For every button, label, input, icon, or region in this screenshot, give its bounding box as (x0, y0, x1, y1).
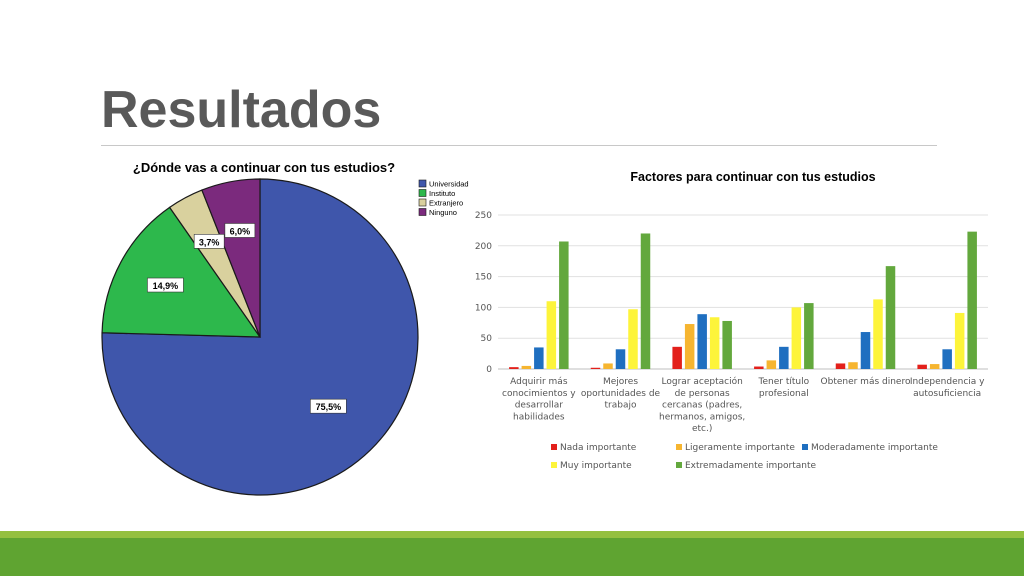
bar-extremadamente-importante (640, 233, 651, 369)
category-label: Independencia y autosuficiencia (910, 377, 985, 399)
svg-text:Universidad: Universidad (429, 180, 469, 189)
bar-bars-group (509, 231, 977, 369)
bar-ligeramente-importante (929, 364, 940, 369)
pie-data-label: 14,9% (147, 277, 184, 293)
pie-slices-group (101, 178, 419, 496)
y-tick-label: 200 (475, 242, 492, 252)
bar-ligeramente-importante (848, 362, 858, 369)
bar-muy-importante (954, 312, 965, 369)
bar-y-tick-labels: 0 50 100 150 200 250 (475, 211, 492, 375)
svg-text:Ligeramente importante: Ligeramente importante (685, 443, 795, 453)
y-tick-label: 100 (475, 303, 492, 313)
pie-slice-instituto (101, 206, 262, 338)
bar-ligeramente-importante (684, 324, 695, 369)
pie-chart-title: ¿Dónde vas a continuar con tus estudios? (133, 160, 395, 175)
title-divider (101, 145, 937, 146)
bar-moderadamente-importante (779, 346, 789, 369)
bar-chart-title: Factores para continuar con tus estudios (630, 170, 875, 184)
bar-extremadamente-importante (559, 241, 569, 369)
svg-text:Extremadamente importante: Extremadamente importante (685, 461, 816, 471)
pie-slice-ninguno (201, 178, 261, 338)
bar-muy-importante (709, 317, 720, 369)
bar-extremadamente-importante (804, 303, 814, 369)
svg-text:6,0%: 6,0% (230, 226, 251, 236)
category-label: Lograr aceptación de personas cercanas (pa… (659, 376, 745, 434)
y-tick-label: 150 (475, 273, 492, 283)
slide-title: Resultados (101, 81, 382, 139)
bar-ligeramente-importante (521, 365, 532, 369)
bar-nada-importante (509, 367, 519, 369)
pie-data-label: 3,7% (193, 234, 225, 249)
bar-moderadamente-importante (942, 349, 952, 369)
svg-text:3,7%: 3,7% (199, 237, 220, 247)
bar-legend-item: Nada importante (551, 443, 637, 453)
bar-extremadamente-importante (722, 320, 732, 369)
bar-muy-importante (546, 301, 557, 369)
svg-text:Instituto: Instituto (429, 189, 455, 198)
bar-nada-importante (672, 346, 682, 369)
bar-muy-importante (791, 307, 802, 369)
bar-extremadamente-importante (885, 266, 896, 369)
bar-muy-importante (628, 309, 638, 369)
bar-moderadamente-importante (697, 314, 707, 369)
category-label: Mejores oportunidades de trabajo (581, 377, 661, 411)
y-tick-label: 250 (475, 211, 492, 221)
pie-data-label: 75,5% (310, 398, 347, 414)
bar-legend-item: Ligeramente importante (676, 443, 795, 453)
svg-text:Ninguno: Ninguno (429, 208, 457, 217)
svg-text:14,9%: 14,9% (153, 281, 179, 291)
bar-nada-importante (835, 363, 846, 369)
svg-text:Moderadamente importante: Moderadamente importante (811, 443, 938, 453)
footer-accent-bar (0, 531, 1024, 538)
svg-text:75,5%: 75,5% (316, 402, 342, 412)
pie-labels-group: 75,5% 14,9% 3,7% 6,0% (147, 223, 347, 414)
pie-legend-item: Extranjero (418, 199, 463, 208)
bar-legend-item: Moderadamente importante (802, 443, 938, 453)
category-label: Tener título profesional (758, 377, 810, 399)
bar-nada-importante (590, 367, 601, 369)
footer-bar (0, 538, 1024, 576)
bar-legend-item: Muy importante (551, 461, 632, 471)
y-tick-label: 0 (486, 365, 492, 375)
bar-nada-importante (754, 366, 764, 369)
bar-legend-item: Extremadamente importante (676, 461, 816, 471)
pie-legend-item: Ninguno (418, 208, 457, 217)
bar-category-labels: Adquirir más conocimientos y desarrollar ha… (502, 376, 985, 434)
bar-moderadamente-importante (860, 332, 871, 369)
pie-legend-item: Universidad (418, 180, 469, 189)
bar-ligeramente-importante (766, 360, 777, 369)
pie-data-label: 6,0% (224, 223, 256, 238)
bar-legend: Nada importante Ligeramente importante Mod… (551, 443, 938, 471)
bar-gridlines (498, 214, 988, 370)
bar-extremadamente-importante (967, 231, 977, 369)
bar-muy-importante (873, 299, 883, 369)
category-label: Obtener más dinero (821, 377, 911, 387)
bar-ligeramente-importante (603, 363, 613, 369)
bar-nada-importante (917, 364, 927, 369)
bar-moderadamente-importante (534, 347, 544, 369)
svg-text:Muy importante: Muy importante (560, 461, 632, 471)
svg-text:Extranjero: Extranjero (429, 199, 463, 208)
pie-legend-item: Instituto (418, 189, 455, 198)
y-tick-label: 50 (481, 334, 493, 344)
category-label: Adquirir más conocimientos y desarrollar ha… (502, 377, 576, 422)
svg-text:Nada importante: Nada importante (560, 443, 637, 453)
bar-moderadamente-importante (615, 349, 626, 369)
